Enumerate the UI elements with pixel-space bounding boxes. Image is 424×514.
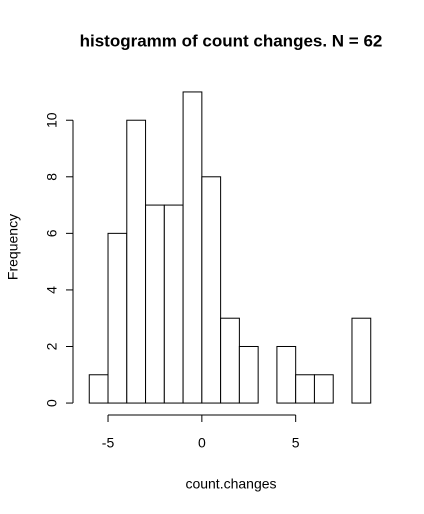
x-tick-label: 5	[292, 435, 300, 451]
bar	[126, 119, 147, 404]
chart-title: histogramm of count changes. N = 62	[80, 31, 383, 50]
bar	[88, 374, 109, 404]
x-tick-label: -5	[102, 435, 115, 451]
bar	[107, 232, 128, 404]
y-tick-label: 2	[44, 342, 60, 350]
x-tick-label: 0	[198, 435, 206, 451]
bar	[182, 91, 203, 404]
bar	[351, 317, 372, 404]
bar	[163, 204, 184, 404]
x-axis-label: count.changes	[185, 476, 276, 492]
bar	[295, 374, 315, 404]
y-tick-label: 8	[44, 173, 60, 181]
y-tick-label: 10	[44, 112, 60, 128]
bar	[238, 345, 259, 404]
bar	[276, 345, 297, 404]
y-tick-label: 6	[44, 229, 60, 237]
bar	[313, 374, 334, 404]
bar	[145, 204, 165, 404]
y-tick-label: 0	[44, 399, 60, 407]
bar	[220, 317, 240, 404]
bar	[201, 176, 222, 404]
y-axis-label: Frequency	[5, 214, 21, 280]
y-tick-label: 4	[44, 286, 60, 294]
